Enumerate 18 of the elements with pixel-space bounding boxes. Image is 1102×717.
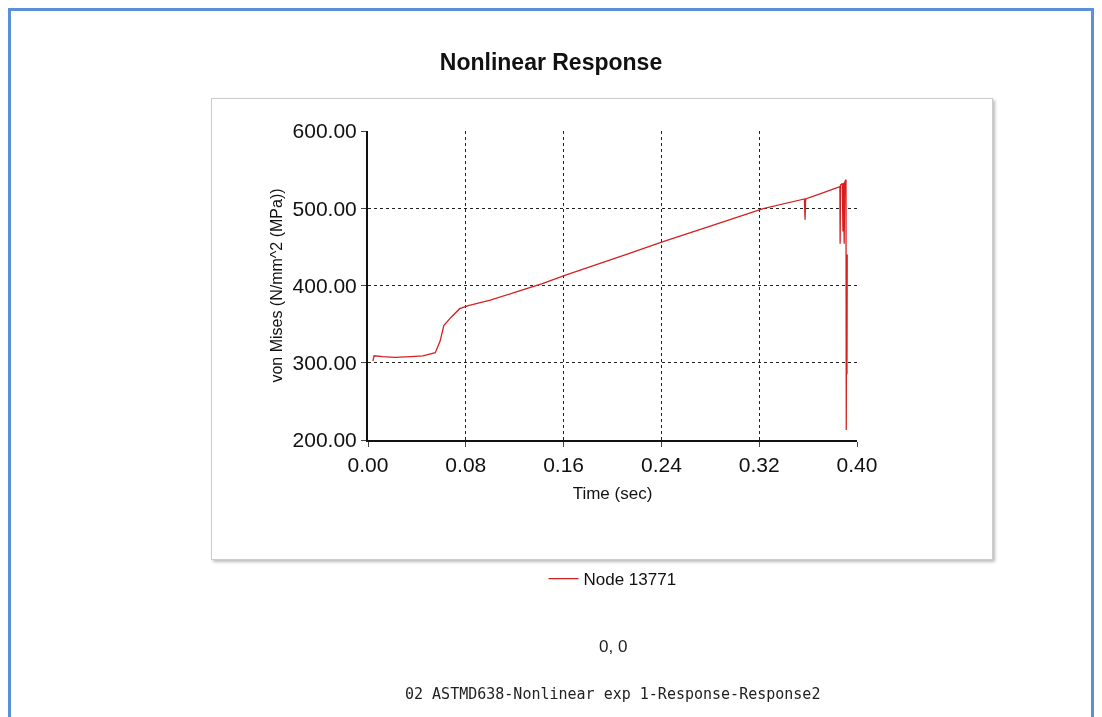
y-tick-label: 200.00 xyxy=(292,428,357,452)
x-tick-label: 0.24 xyxy=(640,453,683,477)
y-tick-label: 400.00 xyxy=(292,273,357,297)
x-tick-label: 0.32 xyxy=(738,453,780,477)
y-tick-label: 300.00 xyxy=(292,351,357,375)
y-tick-label: 600.00 xyxy=(292,119,357,143)
x-tick-label: 0.16 xyxy=(543,453,585,477)
chart-title: Nonlinear Response xyxy=(439,48,663,75)
x-tick-label: 0.00 xyxy=(347,453,389,477)
y-tick-label: 500.00 xyxy=(292,196,357,220)
y-axis-title: von Mises (N/mm^2 (MPa)) xyxy=(267,188,285,383)
x-axis-title: Time (sec) xyxy=(572,484,653,504)
x-tick-label: 0.40 xyxy=(836,453,878,477)
line-series xyxy=(372,179,848,431)
text: 0, 0 xyxy=(599,637,628,656)
legend-label: Node 13771 xyxy=(583,570,677,590)
text: 02 ASTMD638-Nonlinear exp 1-Response-Response2 xyxy=(405,685,821,703)
x-tick-label: 0.08 xyxy=(445,453,487,477)
